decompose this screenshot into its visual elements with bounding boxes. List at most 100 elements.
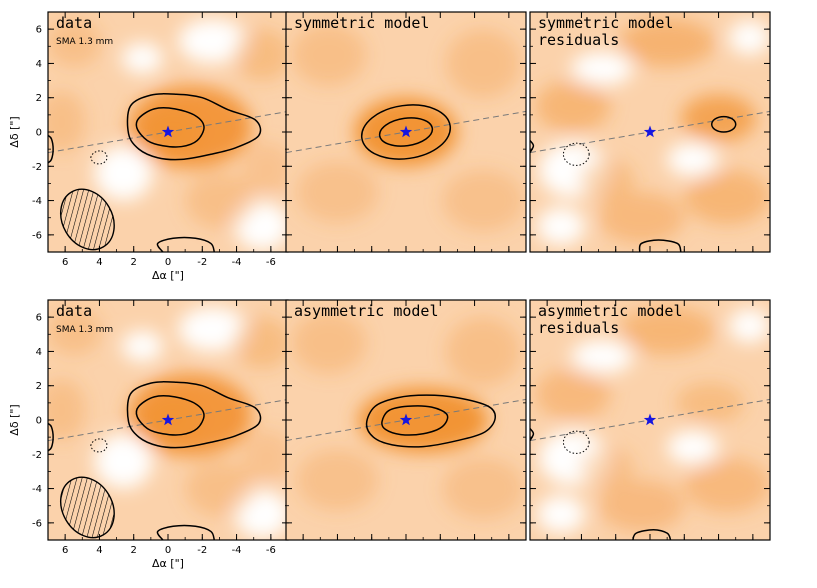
x-tick-label: 0: [165, 545, 171, 556]
flux-peak: [535, 80, 611, 132]
flux-peak: [442, 169, 525, 232]
beam-ellipse: [59, 476, 115, 539]
x-tick-label: 6: [62, 257, 68, 268]
flux-peak: [296, 161, 379, 223]
panel-image: [48, 300, 288, 540]
x-axis-label: Δα ["]: [152, 557, 184, 570]
flux-peak: [535, 368, 611, 420]
panel-title: asymmetric model: [294, 302, 439, 320]
x-tick-label: 4: [96, 257, 102, 268]
negative-contour: [90, 150, 108, 165]
flux-minimum: [728, 20, 770, 55]
flux-minimum: [667, 430, 719, 465]
negative-contour: [562, 430, 590, 454]
contour: [530, 428, 535, 441]
x-tick-label: -4: [232, 257, 242, 268]
panel-subtitle: SMA 1.3 mm: [56, 325, 113, 335]
flux-peak: [684, 457, 770, 513]
panel-image: [286, 300, 526, 540]
x-tick-label: 0: [165, 257, 171, 268]
panel-title: asymmetric model: [538, 302, 683, 320]
panel-bottom-left: 6 4 2 0 -2 -4 -6 6 4 2 0 -2 -4 -6 data SMA 1.3 mm: [32, 299, 289, 556]
flux-peak: [296, 449, 379, 511]
flux-map: [48, 18, 288, 251]
contour: [710, 115, 737, 133]
flux-peak: [241, 142, 288, 198]
x-tick-label: -4: [232, 545, 242, 556]
y-tick-label: 2: [36, 93, 42, 104]
contour: [48, 134, 54, 164]
y-axis-label: Δδ ["]: [8, 116, 21, 147]
star-marker: [161, 413, 175, 426]
star-marker: [161, 125, 175, 138]
contour: [156, 524, 216, 540]
contour: [48, 422, 54, 452]
flux-peak: [442, 457, 525, 520]
x-tick-label: -2: [197, 257, 207, 268]
flux-map: [535, 306, 770, 534]
contour: [360, 104, 452, 160]
flux-peak: [145, 397, 201, 443]
flux-peak: [145, 109, 201, 155]
flux-minimum: [178, 306, 247, 352]
flux-minimum: [536, 495, 585, 534]
contour: [126, 381, 262, 449]
x-axis-label: Δα ["]: [152, 269, 184, 282]
y-axis-label: Δδ ["]: [8, 404, 21, 435]
flux-peak: [579, 447, 635, 489]
flux-minimum: [94, 433, 153, 489]
flux-map: [291, 24, 525, 232]
star-marker: [399, 413, 413, 426]
panel-subtitle: SMA 1.3 mm: [56, 37, 113, 47]
flux-map: [535, 18, 770, 246]
negative-contour: [90, 438, 108, 453]
panel-title: symmetric model: [294, 14, 429, 32]
flux-peak: [598, 480, 685, 532]
x-tick-label: 2: [131, 545, 137, 556]
y-tick-label: 4: [36, 59, 42, 70]
flux-peak: [48, 18, 102, 67]
flux-minimum: [94, 145, 153, 201]
y-tick-label: 2: [36, 381, 42, 392]
contour: [378, 117, 434, 147]
flux-peak: [233, 317, 288, 369]
flux-minimum: [571, 51, 633, 86]
flux-peak: [579, 159, 635, 201]
star-marker: [399, 125, 413, 138]
flux-peak: [680, 94, 757, 143]
panel-subtitle: residuals: [538, 319, 619, 337]
flux-minimum: [536, 207, 585, 246]
flux-peak: [291, 312, 367, 374]
contour: [638, 239, 682, 252]
contour: [632, 528, 672, 540]
beam-ellipse: [59, 188, 115, 251]
flux-map: [291, 312, 525, 520]
flux-minimum: [178, 18, 247, 64]
flux-peak: [48, 378, 86, 441]
flux-minimum: [121, 330, 163, 362]
x-tick-label: -6: [266, 257, 276, 268]
contour: [135, 395, 205, 436]
flux-peak: [233, 29, 288, 81]
y-tick-label: -6: [32, 518, 42, 529]
flux-peak: [598, 192, 685, 244]
flux-minimum: [667, 142, 719, 177]
contour: [530, 140, 535, 153]
star-marker: [643, 125, 657, 138]
flux-peak: [48, 90, 86, 153]
y-tick-label: -6: [32, 230, 42, 241]
y-tick-label: 6: [36, 25, 42, 36]
y-tick-label: -2: [32, 450, 42, 461]
x-tick-label: 6: [62, 545, 68, 556]
panel-image: [530, 300, 770, 540]
contour: [365, 394, 497, 448]
flux-peak: [619, 306, 716, 355]
flux-peak: [291, 24, 367, 86]
panel-title: symmetric model: [538, 14, 673, 32]
y-tick-label: -4: [32, 196, 42, 207]
panel-top-middle: symmetric model: [285, 11, 527, 253]
flux-peak: [684, 169, 770, 225]
